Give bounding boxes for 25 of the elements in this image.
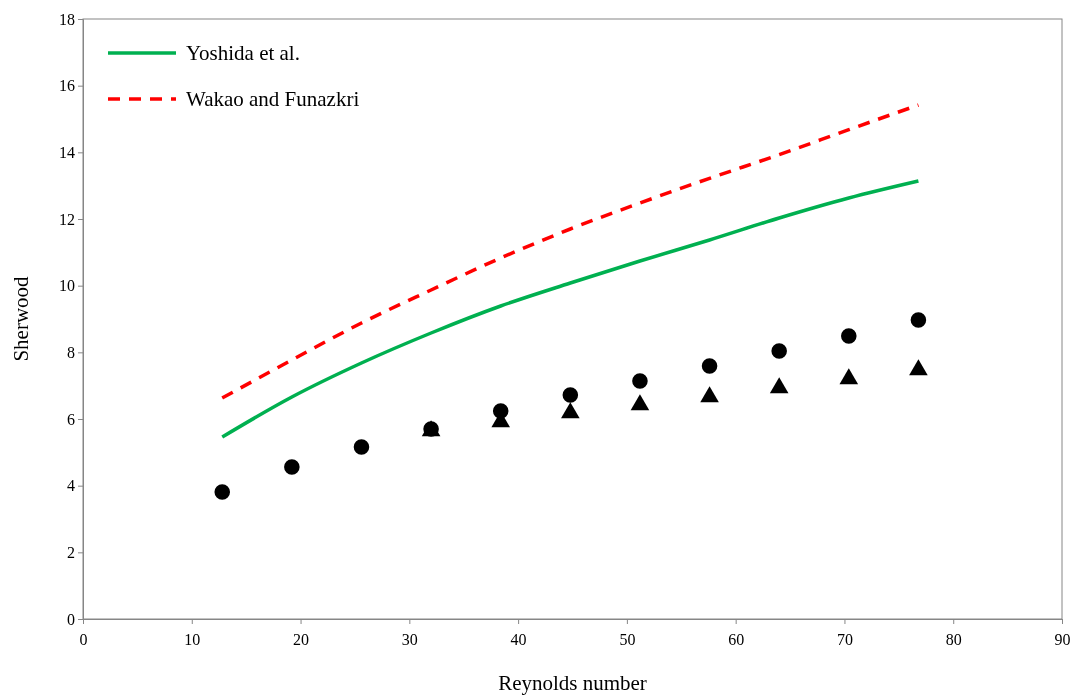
y-tick-label: 2 [67, 543, 75, 561]
y-tick-label: 6 [67, 410, 75, 428]
x-axis-title: Reynolds number [498, 671, 647, 695]
y-axis-title: Sherwood [9, 275, 33, 362]
x-tick-label: 90 [1054, 630, 1071, 648]
y-tick-label: 18 [59, 10, 75, 28]
line-series [220, 179, 921, 439]
x-tick-label: 60 [728, 630, 745, 648]
x-tick-label: 40 [510, 630, 527, 648]
y-tick-label: 8 [67, 343, 75, 361]
x-tick-label: 20 [293, 630, 310, 648]
legend-label: Wakao and Funazkri [186, 87, 360, 111]
x-tick-label: 50 [619, 630, 636, 648]
y-tick-label: 14 [59, 143, 75, 161]
y-tick-label: 0 [67, 610, 75, 628]
x-tick-label: 30 [401, 630, 418, 648]
y-tick-label: 16 [59, 77, 75, 95]
y-tick-label: 4 [67, 477, 75, 495]
x-tick-label: 80 [945, 630, 962, 648]
y-tick-label: 12 [59, 210, 75, 228]
legend-label: Yoshida et al. [186, 41, 300, 65]
y-tick-label: 10 [59, 277, 75, 295]
x-tick-label: 0 [79, 630, 88, 648]
x-tick-label: 70 [836, 630, 853, 648]
x-tick-label: 10 [184, 630, 201, 648]
